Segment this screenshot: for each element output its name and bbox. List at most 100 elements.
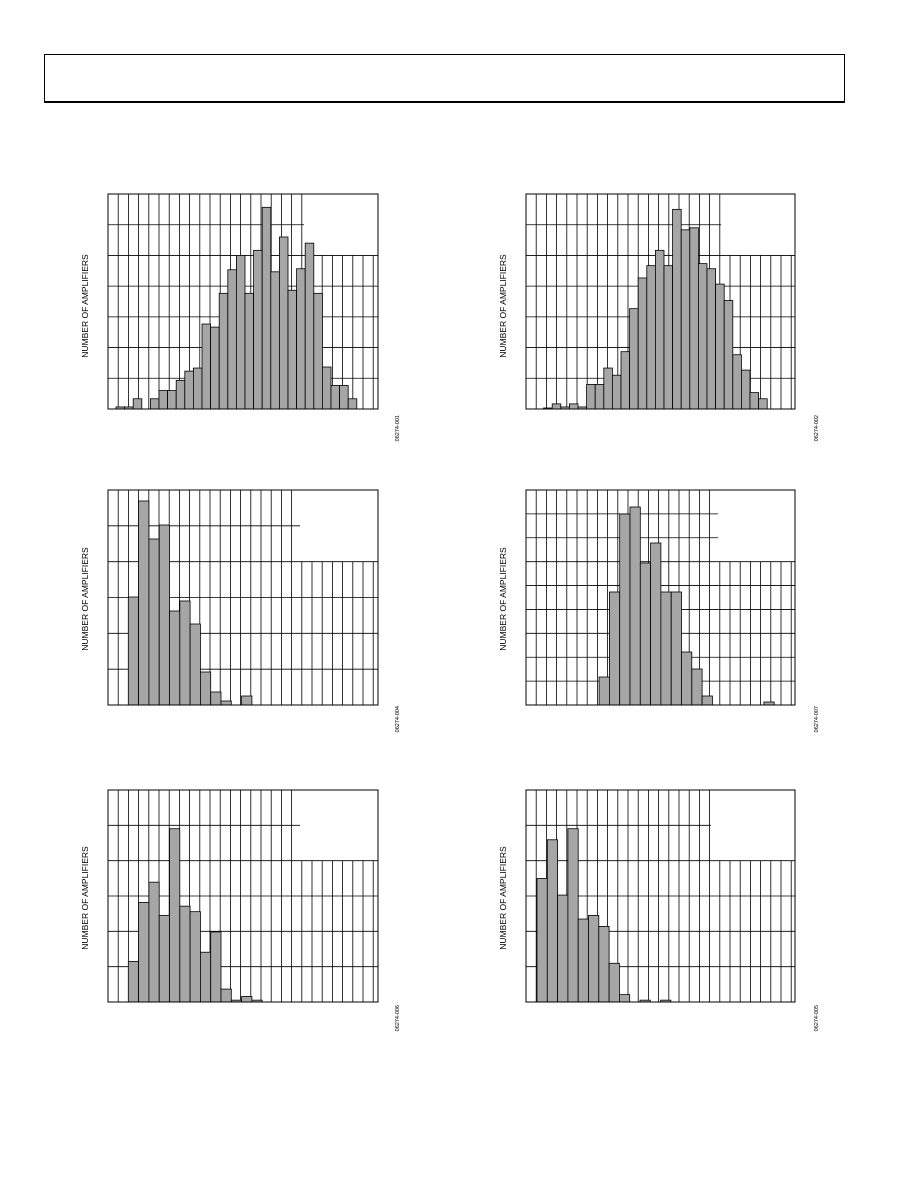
histogram-bar [598, 676, 610, 706]
histogram-bar [680, 229, 691, 410]
histogram-bar [220, 700, 232, 706]
figure-id: 06274-007 [814, 706, 820, 732]
histogram-bar [179, 600, 191, 706]
histogram-bar [660, 591, 672, 706]
histogram-bar [629, 506, 641, 706]
histogram-bar [175, 379, 186, 410]
histogram-bar [567, 828, 579, 1003]
plot-frame [525, 489, 796, 706]
histogram-bar [619, 513, 631, 706]
histogram-bar [557, 894, 569, 1003]
histogram-bar [551, 403, 562, 410]
histogram-bar [758, 398, 768, 410]
histogram-bar [577, 918, 589, 1003]
histogram-bar [603, 367, 613, 410]
histogram-bar [698, 263, 708, 410]
plot-frame [107, 789, 379, 1003]
y-axis-label: NUMBER OF AMPLIFIERS [80, 254, 90, 358]
histogram-bar [609, 591, 621, 706]
histogram-bar [330, 385, 341, 410]
figure-id: 06274-001 [395, 415, 401, 441]
plot-frame [107, 193, 379, 410]
histogram-bar [321, 366, 332, 410]
histogram-bar [189, 623, 201, 706]
histogram-bar [278, 236, 289, 410]
histogram-bar [220, 988, 232, 1003]
histogram-bar [189, 911, 201, 1003]
histogram-bar [167, 390, 177, 410]
figure-id: 06274-004 [395, 706, 401, 732]
histogram-bar [149, 398, 160, 410]
histogram-bar [639, 562, 651, 706]
histogram-bar [650, 542, 662, 706]
histogram-bar [723, 300, 734, 410]
histogram-bar [261, 206, 272, 410]
histogram-bar [127, 961, 140, 1003]
histogram-bar [270, 271, 280, 410]
figure-id: 06274-005 [814, 1005, 820, 1031]
histogram-bar [670, 591, 682, 706]
histogram-bar [681, 651, 693, 706]
histogram-bar [199, 671, 212, 706]
y-axis-label: NUMBER OF AMPLIFIERS [80, 846, 90, 950]
figure-id: 06274-002 [814, 415, 820, 441]
histogram-bar [715, 283, 725, 410]
histogram-bar [235, 255, 246, 410]
plot-frame [525, 193, 796, 410]
y-axis-label: NUMBER OF AMPLIFIERS [498, 846, 508, 950]
histogram-bar [689, 227, 699, 410]
histogram-bar [741, 369, 751, 410]
histogram-bar [148, 881, 160, 1003]
page-header-box [44, 54, 845, 103]
histogram-bar [347, 398, 358, 410]
histogram-bar [629, 308, 639, 410]
histogram-bar [619, 994, 631, 1003]
y-axis-label: NUMBER OF AMPLIFIERS [80, 547, 90, 651]
histogram-bar [546, 839, 558, 1003]
histogram-bar [637, 277, 648, 410]
y-axis-label: NUMBER OF AMPLIFIERS [498, 254, 508, 358]
histogram-bar [132, 398, 143, 410]
histogram-bar [210, 931, 222, 1003]
histogram-bar [588, 914, 600, 1003]
histogram-bar [227, 269, 237, 410]
y-axis-label: NUMBER OF AMPLIFIERS [498, 547, 508, 651]
plot-frame [107, 489, 379, 706]
histogram-bar [646, 265, 656, 410]
histogram-bar [608, 962, 620, 1003]
histogram-bar [184, 370, 194, 410]
histogram-bar [210, 691, 222, 706]
histogram-bar [241, 996, 253, 1003]
histogram-bar [701, 695, 713, 706]
histogram-bar [244, 292, 255, 410]
histogram-bar [296, 268, 306, 410]
histogram-bar [138, 902, 150, 1003]
histogram-bar [691, 668, 703, 706]
histogram-bar [594, 384, 605, 410]
histogram-bar [158, 390, 169, 410]
figure-id: 06274-006 [395, 1005, 401, 1031]
histogram-bar [218, 292, 229, 410]
histogram-bar [199, 951, 212, 1003]
histogram-bar [536, 878, 548, 1003]
histogram-bar [620, 351, 631, 410]
histogram-bar [179, 905, 191, 1003]
histogram-bar [339, 385, 349, 410]
histogram-bar [253, 249, 263, 410]
histogram-bar [672, 208, 682, 410]
histogram-bar [304, 242, 315, 410]
histogram-bar [598, 926, 610, 1003]
histogram-bar [655, 249, 665, 410]
histogram-bar [169, 610, 181, 706]
histogram-bar [749, 392, 760, 410]
histogram-bar [586, 384, 596, 410]
histogram-bar [241, 695, 253, 706]
plot-frame [525, 789, 796, 1003]
histogram-bar [663, 265, 674, 410]
histogram-bar [192, 367, 203, 410]
histogram-bar [706, 268, 717, 410]
histogram-bar [148, 538, 160, 706]
histogram-bar [138, 500, 150, 706]
histogram-bar [127, 596, 140, 706]
